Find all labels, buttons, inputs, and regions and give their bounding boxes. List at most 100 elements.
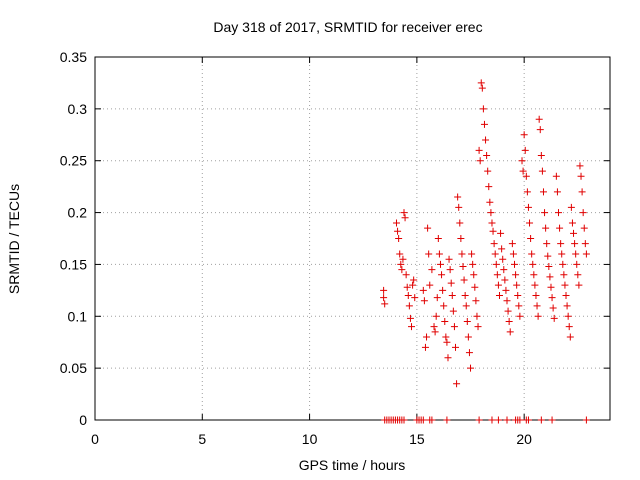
data-point — [442, 333, 450, 341]
data-point — [503, 416, 511, 424]
data-point — [542, 224, 550, 232]
data-point — [581, 240, 589, 248]
data-point — [549, 304, 557, 312]
data-point — [561, 281, 569, 289]
data-point — [440, 302, 448, 310]
data-point — [381, 300, 389, 308]
data-point — [465, 349, 473, 357]
data-point — [557, 240, 565, 248]
data-point — [420, 297, 428, 305]
data-point — [473, 312, 481, 320]
data-point — [560, 271, 568, 279]
data-point — [508, 240, 516, 248]
data-point — [516, 312, 524, 320]
data-point — [501, 276, 509, 284]
data-point — [467, 364, 475, 372]
data-point — [495, 292, 503, 300]
data-point — [566, 333, 574, 341]
data-point — [582, 250, 590, 258]
data-point — [419, 286, 427, 294]
data-point — [435, 250, 443, 258]
data-point — [477, 79, 485, 87]
y-tick-label: 0 — [79, 412, 87, 428]
data-point — [449, 307, 457, 315]
data-point — [579, 209, 587, 217]
data-point — [452, 343, 459, 351]
data-point — [563, 302, 571, 310]
data-point — [475, 416, 483, 424]
data-point — [530, 271, 538, 279]
data-point — [401, 214, 409, 222]
data-point — [567, 203, 575, 211]
data-point — [426, 281, 434, 289]
data-point — [580, 224, 588, 232]
data-point — [456, 219, 464, 227]
data-point — [538, 167, 546, 175]
y-tick-label: 0.25 — [60, 153, 87, 169]
data-point — [494, 281, 502, 289]
data-point — [506, 328, 514, 336]
data-point — [535, 115, 543, 123]
data-point — [509, 250, 517, 258]
data-point — [464, 333, 472, 341]
data-point — [463, 317, 471, 325]
data-point — [578, 188, 586, 196]
data-point — [397, 260, 405, 268]
data-point — [573, 260, 581, 268]
data-point — [406, 314, 414, 322]
data-point — [459, 263, 467, 271]
data-point — [524, 416, 532, 424]
data-point — [432, 312, 440, 320]
data-point — [424, 224, 432, 232]
data-point — [433, 294, 441, 302]
data-point — [476, 157, 484, 165]
data-point — [398, 266, 406, 274]
data-point — [480, 120, 488, 128]
data-point — [475, 146, 483, 154]
chart-title: Day 318 of 2017, SRMTID for receiver ere… — [213, 19, 482, 35]
data-point — [396, 250, 404, 258]
data-point — [462, 302, 470, 310]
y-tick-label: 0.05 — [60, 360, 87, 376]
x-tick-label: 0 — [91, 431, 99, 447]
data-point — [492, 260, 500, 268]
x-axis: 0 5 10 15 20 — [91, 57, 532, 447]
data-point — [559, 260, 567, 268]
data-point — [572, 250, 580, 258]
data-point — [502, 286, 510, 294]
x-tick-label: 20 — [516, 431, 532, 447]
data-point — [568, 219, 576, 227]
data-point — [526, 219, 534, 227]
y-tick-label: 0.2 — [68, 205, 88, 221]
data-point — [520, 131, 528, 139]
data-point — [428, 266, 436, 274]
data-point — [503, 297, 511, 305]
data-point — [425, 250, 433, 258]
data-point — [553, 188, 561, 196]
data-point — [555, 209, 562, 217]
data-point — [577, 172, 585, 180]
data-point — [494, 416, 502, 424]
y-axis: 0 0.05 0.1 0.15 0.2 0.25 0.3 0.35 — [60, 49, 610, 428]
data-point — [523, 188, 531, 196]
data-point — [548, 294, 556, 302]
data-point — [485, 183, 493, 191]
data-point — [522, 172, 530, 180]
data-point — [541, 209, 549, 217]
data-point — [445, 255, 453, 263]
data-point — [404, 292, 412, 300]
x-tick-label: 10 — [302, 431, 318, 447]
data-point — [488, 219, 496, 227]
data-point — [421, 343, 429, 351]
data-point — [447, 279, 455, 287]
data-point — [565, 323, 573, 331]
data-point — [457, 235, 465, 242]
data-point — [539, 188, 547, 196]
y-tick-label: 0.35 — [60, 49, 87, 65]
data-point — [394, 227, 402, 235]
data-point — [450, 323, 458, 331]
data-point — [493, 271, 501, 279]
data-point — [552, 172, 560, 180]
data-point — [550, 314, 558, 322]
data-point — [443, 416, 451, 424]
